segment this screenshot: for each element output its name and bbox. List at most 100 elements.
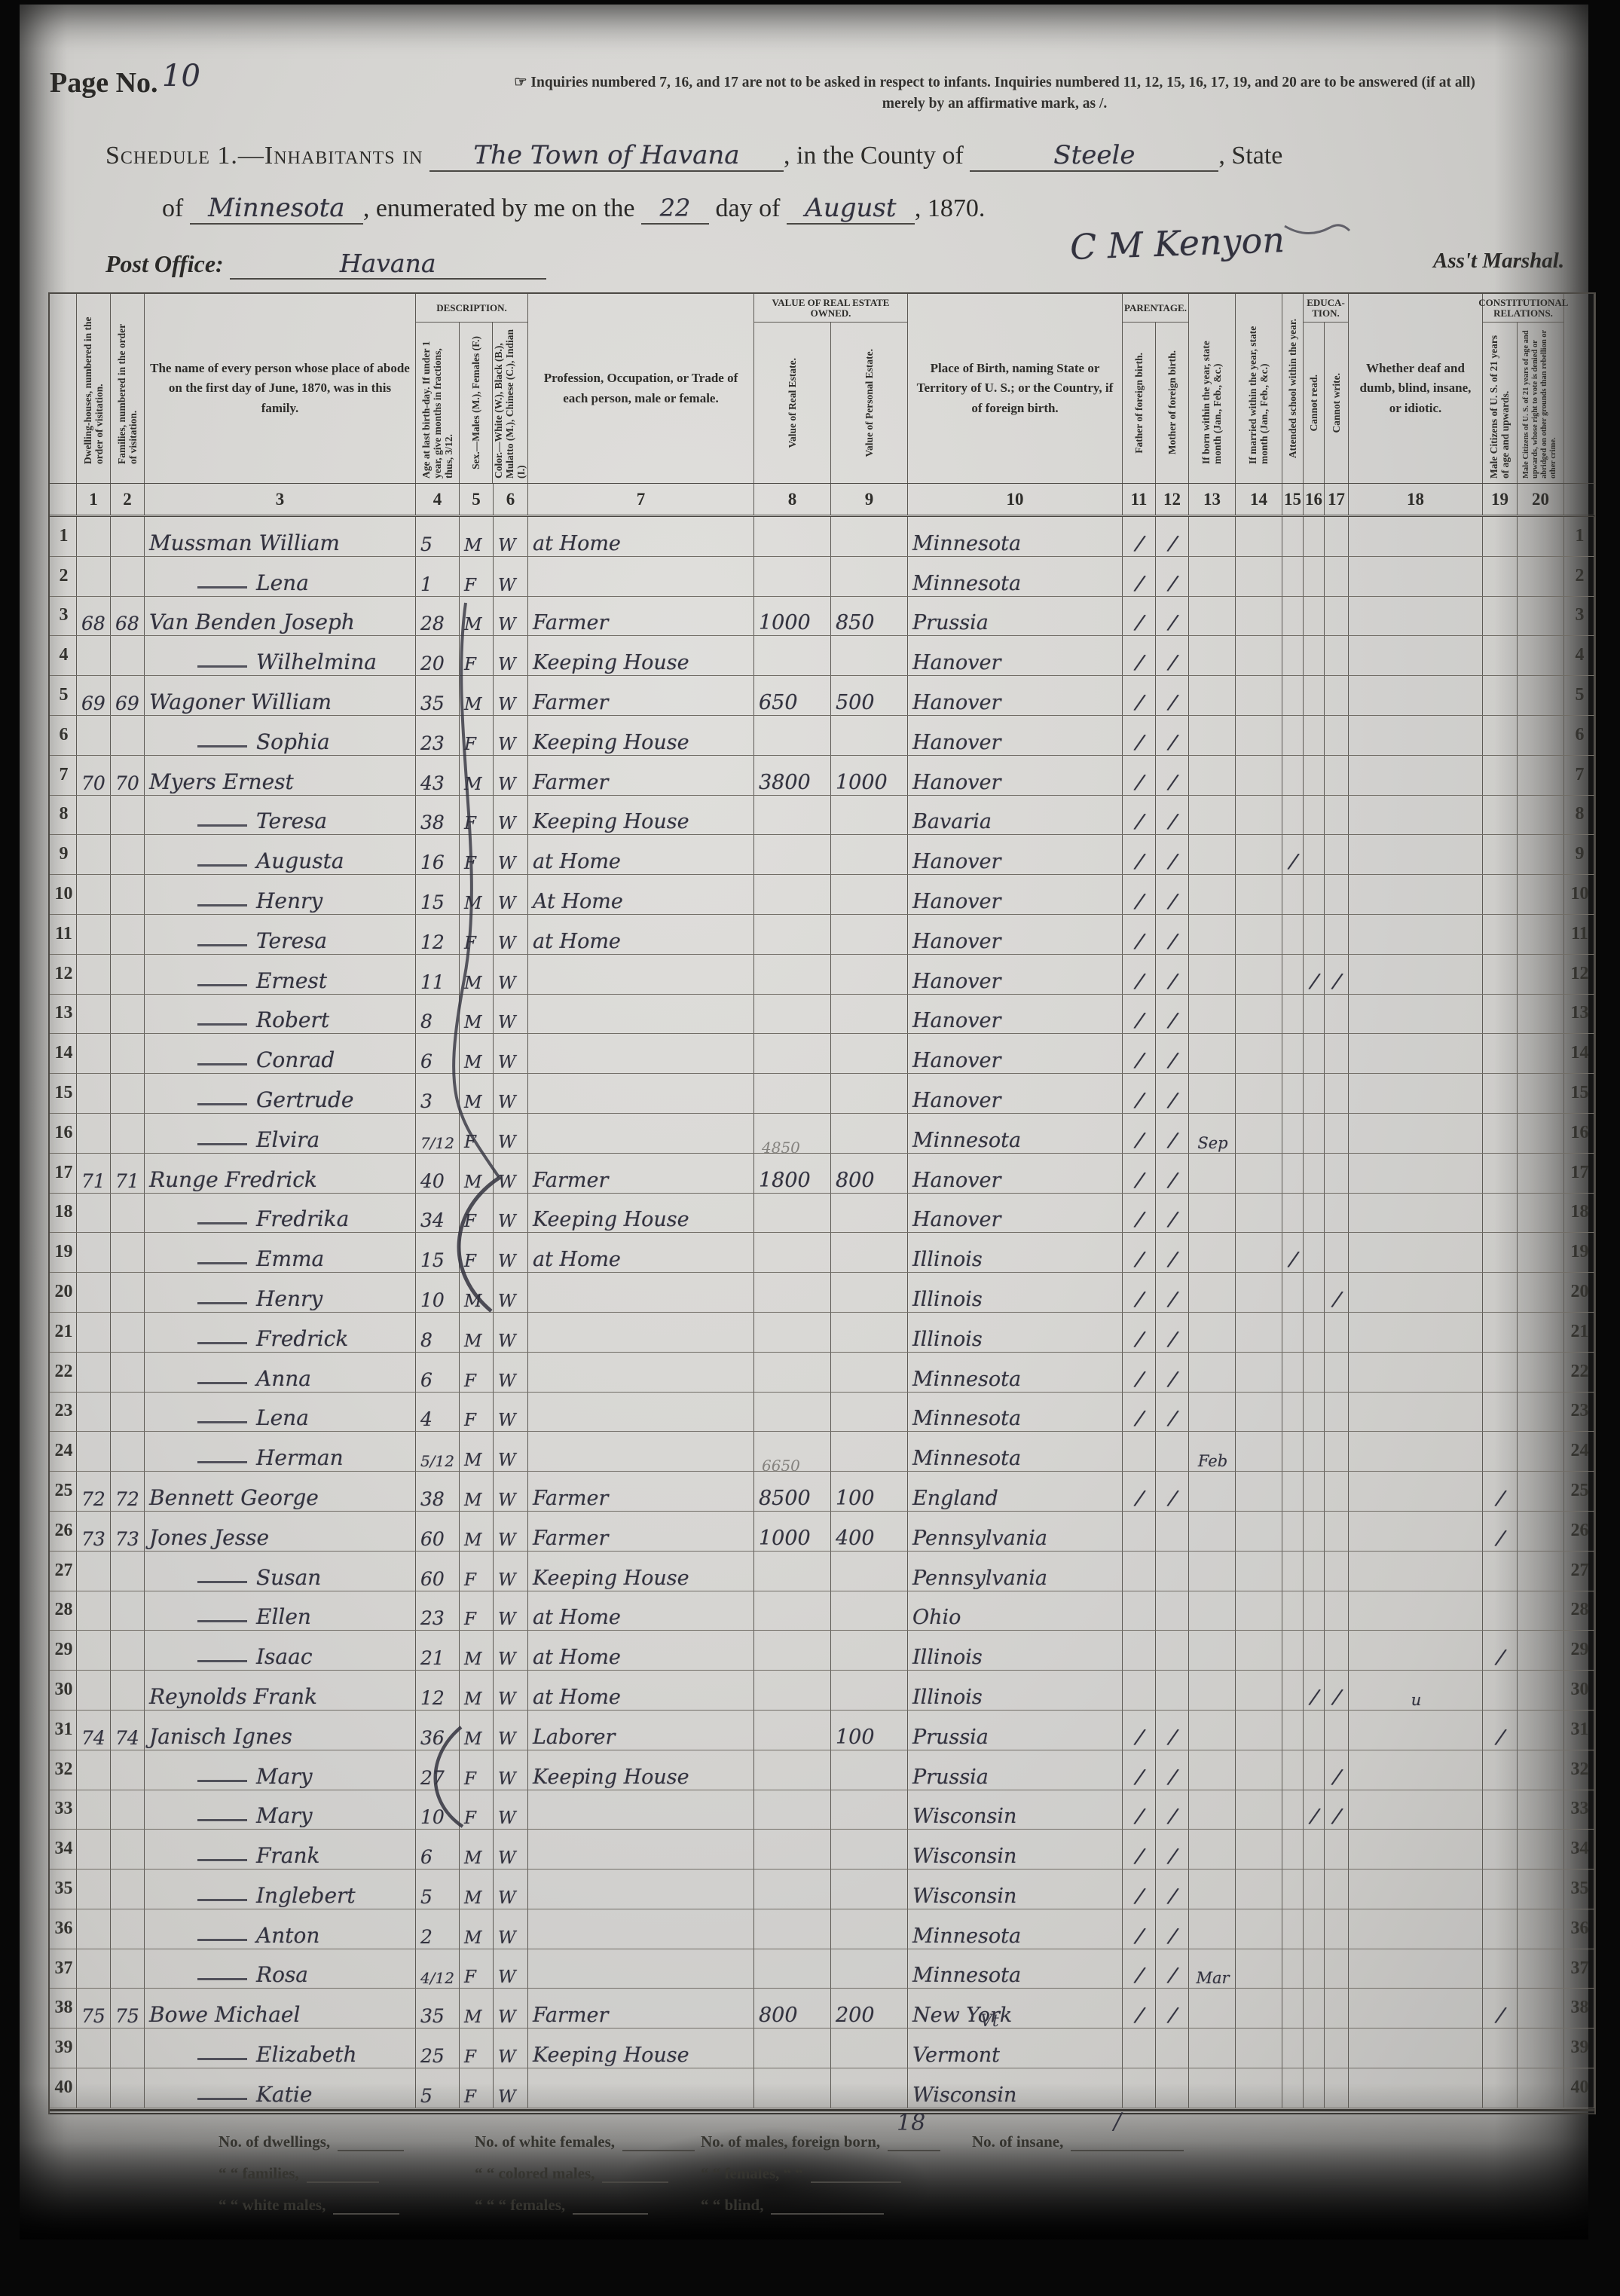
cell-m11: / xyxy=(1123,1830,1156,1870)
cell-m16 xyxy=(1304,1830,1325,1870)
cell-col: W xyxy=(494,1432,528,1472)
cell-m18 xyxy=(1349,1153,1483,1193)
occupation: At Home xyxy=(533,889,623,913)
affirmative-mark: / xyxy=(1167,610,1178,635)
cell-col: W xyxy=(494,875,528,914)
cell-m15 xyxy=(1282,755,1304,795)
table-row: 27 Susan 60 F W Keeping House Pennsylvania 27 xyxy=(50,1551,1594,1591)
cell-m18 xyxy=(1349,1790,1483,1830)
cell-pe xyxy=(831,1273,908,1312)
cell-occ xyxy=(528,1273,754,1312)
tally-blank xyxy=(338,2136,405,2151)
table-row: 14 Conrad 6 M W Hanover / / 14 xyxy=(50,1034,1594,1075)
cell-occ: Farmer xyxy=(528,1511,754,1551)
table-row: 39 Elizabeth 25 F W Keeping House Vt Vermont 39 xyxy=(50,2012,1594,2069)
cell-m11: / xyxy=(1123,875,1156,914)
cell-m16 xyxy=(1304,1074,1325,1113)
column-number-10: 10 xyxy=(908,484,1123,515)
cell-re xyxy=(754,1273,831,1312)
person-name: Janisch Ignes xyxy=(149,1723,292,1749)
affirmative-mark: / xyxy=(1134,1128,1145,1153)
person-name: Fredrika xyxy=(256,1206,350,1232)
cell-m18 xyxy=(1349,994,1483,1034)
cell-m15 xyxy=(1282,1989,1304,2028)
cell-m17 xyxy=(1325,1312,1349,1352)
table-row: 37 Rosa 4/12 F W Minnesota / / Mar 37 xyxy=(50,1949,1594,1989)
cell-m14 xyxy=(1236,1153,1282,1193)
tally-blank xyxy=(306,2168,379,2183)
column-number-3: 3 xyxy=(145,484,416,515)
cell-sex: F xyxy=(460,715,494,755)
cell-m20 xyxy=(1518,1113,1564,1153)
cell-m20 xyxy=(1518,994,1564,1034)
cell-sex: M xyxy=(460,1074,494,1113)
cell-m20 xyxy=(1518,1989,1564,2028)
cell-m18 xyxy=(1349,835,1483,875)
cell-age: 28 xyxy=(416,596,460,636)
cell-pe xyxy=(831,1591,908,1631)
ditto-dash xyxy=(197,1461,247,1464)
cell-m20 xyxy=(1518,1909,1564,1949)
cell-m19 xyxy=(1483,835,1518,875)
affirmative-mark: / xyxy=(1167,889,1178,914)
table-row: 2 Lena 1 F W Minnesota / / 2 xyxy=(50,556,1594,597)
cell-m18 xyxy=(1349,1870,1483,1909)
column-header-14: If married within the year, state month … xyxy=(1236,294,1282,483)
cell-m16 xyxy=(1304,676,1325,715)
ditto-dash xyxy=(197,824,247,827)
affirmative-mark: / xyxy=(1134,650,1145,675)
table-row: 38 75 75 Bowe Michael 35 M W Farmer 800 200 New Yo… xyxy=(50,1989,1594,2029)
cell-m19 xyxy=(1483,994,1518,1034)
cell-pob: Minnesota xyxy=(908,1113,1123,1153)
cell-occ: at Home xyxy=(528,1671,754,1710)
cell-m17 xyxy=(1325,1233,1349,1273)
tally-label: “ “ families, xyxy=(219,2164,379,2183)
cell-m17 xyxy=(1325,1034,1349,1074)
cell-m16: / xyxy=(1304,954,1325,994)
personal-estate-value: 500 xyxy=(836,690,875,714)
cell-col: W xyxy=(494,1113,528,1153)
cell-pe xyxy=(831,1551,908,1591)
person-name: Henry xyxy=(256,1286,323,1311)
cell-name: Sophia xyxy=(145,715,416,755)
affirmative-mark: / xyxy=(1134,1247,1145,1272)
cell-rn: 30 xyxy=(1564,1671,1594,1710)
cell-m16 xyxy=(1304,1352,1325,1392)
table-row: 5 69 69 Wagoner William 35 M W Farmer 650 500 Hano… xyxy=(50,676,1594,716)
cell-m18 xyxy=(1349,1949,1483,1989)
cell-m13 xyxy=(1189,1312,1236,1352)
cell-re xyxy=(754,1392,831,1432)
occupation: at Home xyxy=(533,1685,621,1709)
cell-fam xyxy=(111,1631,145,1671)
cell-pe xyxy=(831,1750,908,1790)
cell-name: Elizabeth xyxy=(145,2028,416,2068)
cell-m15 xyxy=(1282,556,1304,596)
cell-rn: 36 xyxy=(1564,1909,1594,1949)
cell-m13 xyxy=(1189,1671,1236,1710)
cell-sex: M xyxy=(460,1034,494,1074)
cell-m12: / xyxy=(1156,1113,1189,1153)
ditto-dash xyxy=(197,903,247,906)
cell-rn: 25 xyxy=(1564,1472,1594,1511)
cell-m11: / xyxy=(1123,1870,1156,1909)
cell-m19 xyxy=(1483,1671,1518,1710)
column-number-16: 16 xyxy=(1304,484,1325,515)
cell-pob: Hanover xyxy=(908,875,1123,914)
cell-rn: 25 xyxy=(50,1472,77,1511)
column-group-description: DESCRIPTION. Age at last birth-day. If un… xyxy=(416,294,528,483)
cell-col: W xyxy=(494,1870,528,1909)
cell-m19 xyxy=(1483,596,1518,636)
cell-occ xyxy=(528,954,754,994)
cell-occ: Farmer xyxy=(528,1153,754,1193)
cell-m19 xyxy=(1483,636,1518,676)
cell-m20 xyxy=(1518,795,1564,835)
cell-sex: M xyxy=(460,1870,494,1909)
cell-rn: 7 xyxy=(50,755,77,795)
cell-m15 xyxy=(1282,1710,1304,1750)
cell-age: 60 xyxy=(416,1511,460,1551)
cell-occ: Keeping House xyxy=(528,1750,754,1790)
cell-m11: / xyxy=(1123,1113,1156,1153)
cell-m16 xyxy=(1304,596,1325,636)
cell-m13: Mar xyxy=(1189,1949,1236,1989)
affirmative-mark: / xyxy=(1134,849,1145,874)
